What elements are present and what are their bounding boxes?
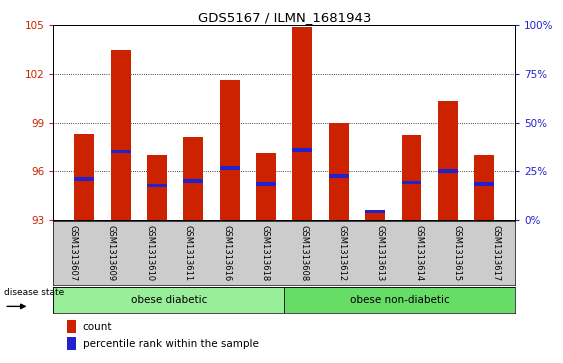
- Text: GSM1313613: GSM1313613: [376, 225, 385, 281]
- Title: GDS5167 / ILMN_1681943: GDS5167 / ILMN_1681943: [198, 11, 371, 24]
- Bar: [256, 182, 276, 186]
- Bar: [474, 182, 494, 186]
- Text: disease state: disease state: [5, 288, 65, 297]
- Bar: [293, 27, 312, 220]
- Bar: [74, 134, 95, 220]
- Text: obese diabetic: obese diabetic: [131, 295, 207, 305]
- Text: GSM1313607: GSM1313607: [68, 225, 77, 281]
- Bar: [329, 123, 349, 220]
- Bar: [74, 178, 95, 181]
- Bar: [474, 155, 494, 220]
- Bar: [68, 337, 75, 350]
- Bar: [220, 81, 240, 220]
- Text: GSM1313617: GSM1313617: [491, 225, 501, 281]
- Text: GSM1313618: GSM1313618: [261, 225, 270, 281]
- Bar: [401, 181, 422, 184]
- Bar: [53, 287, 284, 313]
- Bar: [365, 212, 385, 220]
- Text: GSM1313616: GSM1313616: [222, 225, 231, 281]
- Bar: [401, 135, 422, 220]
- Bar: [293, 148, 312, 152]
- Bar: [220, 166, 240, 170]
- Bar: [111, 150, 131, 154]
- Bar: [68, 320, 75, 333]
- Bar: [111, 50, 131, 220]
- Bar: [256, 153, 276, 220]
- Bar: [329, 174, 349, 178]
- Text: GSM1313611: GSM1313611: [184, 225, 193, 281]
- Text: GSM1313615: GSM1313615: [453, 225, 462, 281]
- Text: GSM1313609: GSM1313609: [107, 225, 115, 281]
- Bar: [365, 210, 385, 213]
- Bar: [184, 137, 203, 220]
- Bar: [284, 287, 515, 313]
- Text: obese non-diabetic: obese non-diabetic: [350, 295, 450, 305]
- Text: GSM1313614: GSM1313614: [414, 225, 423, 281]
- Bar: [147, 184, 167, 187]
- Text: GSM1313612: GSM1313612: [338, 225, 346, 281]
- Text: percentile rank within the sample: percentile rank within the sample: [83, 339, 258, 348]
- Bar: [147, 155, 167, 220]
- Bar: [184, 179, 203, 183]
- Text: count: count: [83, 322, 112, 331]
- Text: GSM1313610: GSM1313610: [145, 225, 154, 281]
- Bar: [438, 102, 458, 220]
- Bar: [438, 169, 458, 173]
- Text: GSM1313608: GSM1313608: [299, 225, 308, 281]
